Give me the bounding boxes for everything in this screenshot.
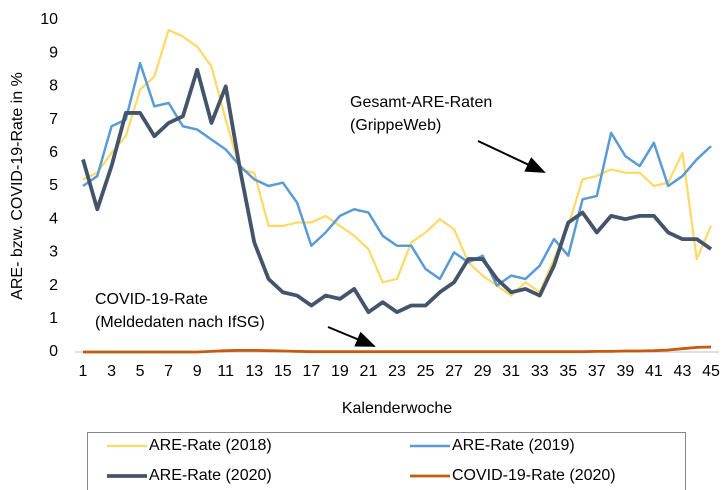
x-tick-label: 5 [136,363,145,380]
x-axis-label: Kalenderwoche [342,400,452,417]
x-tick-label: 15 [274,363,292,380]
y-tick-label: 7 [49,111,58,128]
y-tick-label: 0 [49,343,58,360]
y-tick-label: 1 [49,310,58,327]
x-tick-label: 23 [388,363,406,380]
x-tick-label: 7 [164,363,173,380]
annotation: (Meldedaten nach IfSG) [95,314,265,331]
x-tick-label: 31 [502,363,520,380]
series-line [82,61,712,287]
x-tick-label: 19 [331,363,349,380]
y-tick-label: 2 [49,277,58,294]
y-tick-label: 3 [49,244,58,261]
x-tick-label: 1 [79,363,88,380]
x-tick-label: 13 [245,363,263,380]
annotation-arrow [327,326,376,347]
annotation: (GrippeWeb) [350,117,441,134]
x-tick-label: 33 [531,363,549,380]
series-line [81,67,713,315]
series-line [83,345,712,354]
x-tick-label: 35 [559,363,577,380]
annotation: Gesamt-ARE-Raten [350,94,492,111]
x-tick-label: 3 [107,363,116,380]
series-line [82,28,713,297]
y-tick-label: 8 [49,78,58,95]
annotation: COVID-19-Rate [95,291,208,308]
x-tick-label: 25 [417,363,435,380]
annotation-arrow [477,140,546,173]
x-tick-label: 27 [445,363,463,380]
x-tick-label: 39 [616,363,634,380]
x-tick-label: 9 [193,363,202,380]
x-tick-label: 45 [702,363,720,380]
x-tick-label: 37 [588,363,606,380]
legend-box [87,432,686,490]
x-tick-label: 43 [674,363,692,380]
y-axis-label: ARE- bzw. COVID-19-Rate in % [9,72,26,300]
x-tick-label: 41 [645,363,663,380]
y-tick-label: 4 [49,210,58,227]
x-tick-label: 21 [360,363,378,380]
legend-label: ARE-Rate (2020) [149,467,272,484]
legend-label: COVID-19-Rate (2020) [452,467,616,484]
x-tick-label: 29 [474,363,492,380]
y-tick-label: 10 [40,11,58,28]
legend-label: ARE-Rate (2018) [149,437,272,454]
x-tick-label: 11 [217,363,234,380]
x-tick-label: 17 [302,363,320,380]
y-tick-label: 9 [49,44,58,61]
y-tick-label: 6 [49,144,58,161]
y-tick-label: 5 [49,177,58,194]
legend-label: ARE-Rate (2019) [452,437,575,454]
